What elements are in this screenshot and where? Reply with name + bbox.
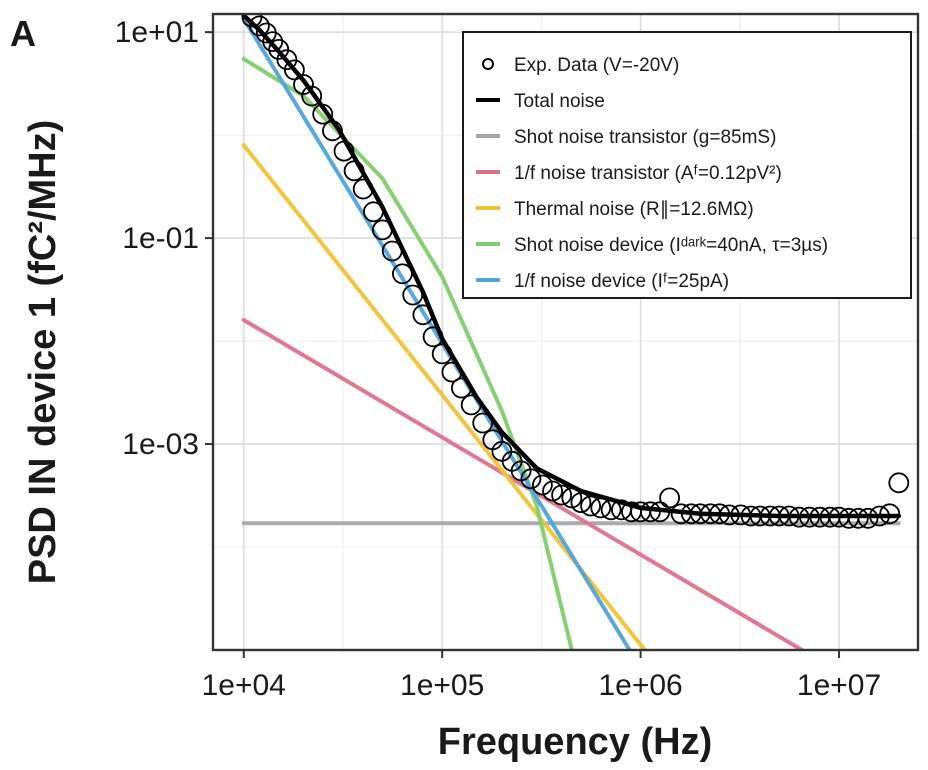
x-tick-label: 1e+06 bbox=[598, 669, 682, 702]
exp-data-point bbox=[301, 85, 323, 107]
shot-noise-device-line bbox=[241, 56, 574, 650]
exp-data-point bbox=[580, 495, 601, 517]
y-tick-label: 1e-03 bbox=[122, 428, 199, 461]
exp-data-point bbox=[283, 59, 305, 81]
total-noise-line bbox=[241, 14, 902, 519]
exp-data-point bbox=[857, 507, 879, 529]
legend-entry: Shot noise transistor (g=85mS) bbox=[476, 127, 776, 148]
legend-label: Thermal noise (R∥=12.6MΩ) bbox=[514, 199, 754, 220]
exp-data-point bbox=[520, 468, 542, 490]
y-axis-title: PSD IN device 1 (fC²/MHz) bbox=[22, 120, 64, 585]
legend: Exp. Data (V=-20V) Total noise Shot noise … bbox=[462, 31, 912, 299]
1f-noise-device-line bbox=[241, 16, 632, 650]
legend-box bbox=[462, 31, 912, 299]
legend-entry: Exp. Data (V=-20V) bbox=[482, 55, 679, 76]
exp-data-point bbox=[888, 472, 910, 494]
x-axis-title: Frequency (Hz) bbox=[438, 721, 712, 763]
x-axis-ticks: 1e+04 1e+05 1e+06 1e+07 bbox=[202, 650, 881, 702]
x-tick-label: 1e+04 bbox=[202, 669, 286, 702]
exp-data-point bbox=[551, 484, 572, 506]
panel-letter: A bbox=[10, 13, 36, 54]
legend-label: Shot noise device (Iᵈᵃʳᵏ=40nA, τ=3µs) bbox=[514, 235, 828, 256]
x-tick-label: 1e+05 bbox=[400, 669, 484, 702]
exp-data-point bbox=[532, 474, 553, 496]
legend-entry: Shot noise device (Iᵈᵃʳᵏ=40nA, τ=3µs) bbox=[476, 235, 828, 256]
y-tick-label: 1e+01 bbox=[115, 16, 199, 49]
legend-label: Shot noise transistor (g=85mS) bbox=[514, 127, 776, 148]
legend-entry: 1/f noise device (Iᶠ=25pA) bbox=[476, 271, 729, 292]
exp-data-point bbox=[248, 15, 270, 37]
legend-entry: Thermal noise (R∥=12.6MΩ) bbox=[476, 199, 754, 220]
y-axis-ticks: 1e-03 1e-01 1e+01 bbox=[115, 16, 213, 461]
exp-data-point bbox=[262, 31, 284, 52]
legend-entry: 1/f noise transistor (Aᶠ=0.12pV²) bbox=[476, 163, 782, 184]
exp-data-point bbox=[659, 487, 680, 509]
legend-swatch bbox=[482, 58, 494, 70]
exp-data-point bbox=[542, 480, 563, 502]
y-tick-label: 1e-01 bbox=[122, 222, 199, 255]
x-tick-label: 1e+07 bbox=[797, 669, 881, 702]
legend-label: Exp. Data (V=-20V) bbox=[514, 55, 679, 76]
legend-label: 1/f noise transistor (Aᶠ=0.12pV²) bbox=[514, 163, 782, 184]
exp-data-point bbox=[293, 74, 314, 95]
series-layer bbox=[241, 14, 910, 650]
legend-label: 1/f noise device (Iᶠ=25pA) bbox=[514, 271, 729, 292]
legend-label: Total noise bbox=[514, 91, 605, 112]
exp-data-point bbox=[472, 412, 494, 434]
plot-frame bbox=[211, 12, 920, 652]
exp-data-point bbox=[847, 507, 869, 529]
legend-entry: Total noise bbox=[476, 91, 605, 112]
